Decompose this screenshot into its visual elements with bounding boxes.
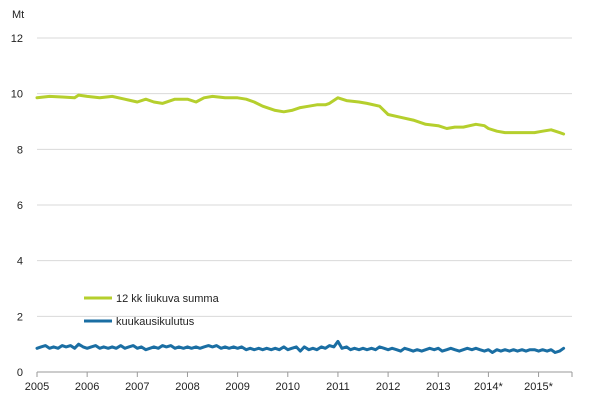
x-tick-label-2010: 2010 <box>276 381 300 393</box>
gridlines <box>37 37 572 317</box>
y-tick-label-8: 8 <box>17 144 23 156</box>
x-axis-tick-labels: 2005 2006 2007 2008 2009 2010 2011 2012 2013 2014… <box>25 381 554 393</box>
y-tick-label-2: 2 <box>17 311 23 323</box>
y-axis-unit-label: Mt <box>12 9 24 21</box>
x-tick-label-2007: 2007 <box>125 381 149 393</box>
x-axis-ticks <box>36 372 573 377</box>
legend-label-moving-sum: 12 kk liukuva summa <box>116 293 220 305</box>
y-tick-label-4: 4 <box>17 256 23 268</box>
y-tick-label-10: 10 <box>11 89 23 101</box>
x-tick-label-2014*: 2014* <box>474 381 503 393</box>
series-line-monthly <box>35 339 566 354</box>
y-tick-label-6: 6 <box>17 200 23 212</box>
legend: 12 kk liukuva summa kuukausikulutus <box>84 293 220 328</box>
series-line-moving-sum <box>35 93 566 136</box>
x-tick-label-2006: 2006 <box>75 381 99 393</box>
y-tick-label-12: 12 <box>11 33 23 45</box>
x-tick-label-2009: 2009 <box>225 381 249 393</box>
x-tick-label-2012: 2012 <box>376 381 400 393</box>
x-tick-label-2013: 2013 <box>426 381 450 393</box>
y-axis-tick-labels: 0 2 4 6 8 10 12 <box>11 33 23 379</box>
x-tick-label-2011: 2011 <box>326 381 350 393</box>
series-lines <box>35 93 566 354</box>
x-tick-label-2008: 2008 <box>175 381 199 393</box>
legend-label-monthly: kuukausikulutus <box>116 316 195 328</box>
x-tick-label-2005: 2005 <box>25 381 49 393</box>
x-tick-label-2015*: 2015* <box>524 381 553 393</box>
y-tick-label-0: 0 <box>17 367 23 379</box>
